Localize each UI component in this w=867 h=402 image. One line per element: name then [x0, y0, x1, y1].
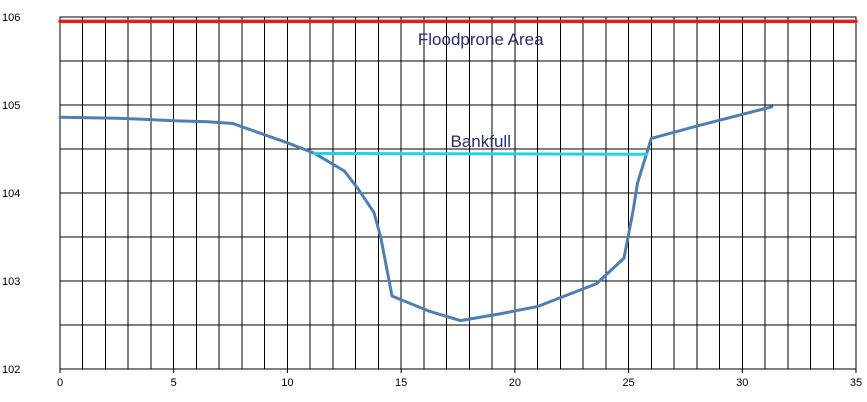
floodprone-area-label: Floodprone Area	[418, 30, 544, 49]
y-tick-label: 103	[2, 276, 20, 288]
bankfull-label: Bankfull	[451, 132, 511, 151]
x-tick-label: 30	[736, 377, 748, 389]
tick-labels: 0 5 10 15 20 25 30 35 102 103 104 105 106	[2, 12, 862, 389]
grid	[59, 16, 857, 373]
series-layer	[58, 19, 858, 323]
x-tick-label: 20	[509, 377, 521, 389]
plot-frame	[59, 16, 857, 370]
annotations: Floodprone Area Bankfull	[418, 30, 544, 151]
y-tick-label: 105	[2, 100, 20, 112]
x-tick-label: 5	[171, 377, 177, 389]
y-tick-label: 102	[2, 364, 20, 376]
y-tick-label: 106	[2, 12, 20, 24]
x-tick-label: 35	[850, 377, 862, 389]
x-tick-label: 10	[281, 377, 293, 389]
x-tick-label: 15	[395, 377, 407, 389]
x-tick-label: 0	[57, 377, 63, 389]
ground-profile-line	[58, 105, 774, 323]
x-tick-label: 25	[622, 377, 634, 389]
y-tick-label: 104	[2, 188, 20, 200]
bankfull-line	[313, 151, 649, 156]
